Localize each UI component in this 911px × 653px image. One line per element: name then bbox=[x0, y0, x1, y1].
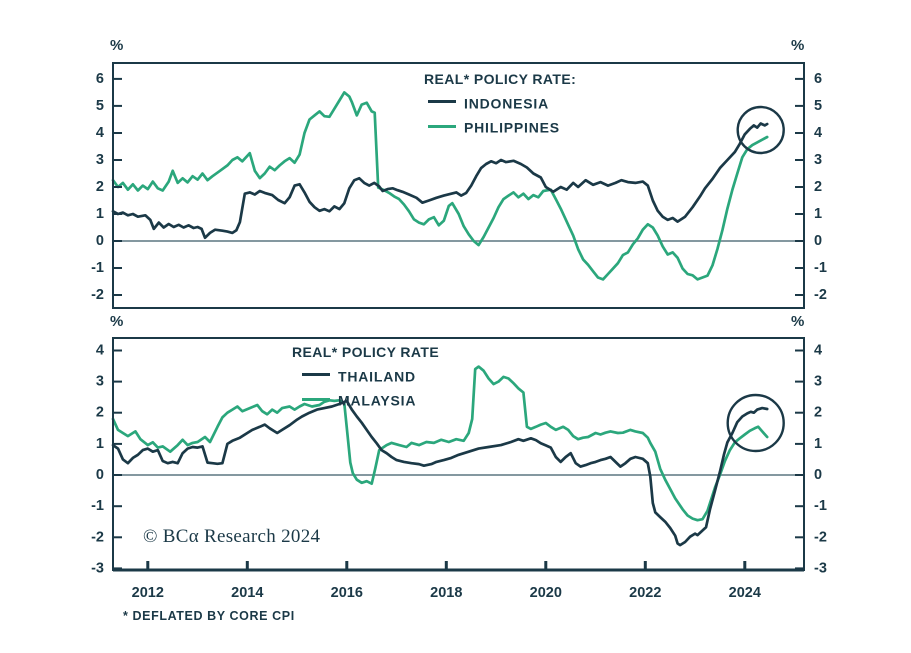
y-tick-label-right: 4 bbox=[814, 343, 822, 359]
x-tick-label: 2018 bbox=[430, 585, 462, 601]
y-tick-label-right: 6 bbox=[814, 71, 822, 87]
legend-top-panel: REAL* POLICY RATE: INDONESIA PHILIPPINES bbox=[424, 71, 576, 136]
legend-item-malaysia: MALAYSIA bbox=[302, 391, 439, 409]
y-tick-label-left: 3 bbox=[96, 152, 104, 168]
y-tick-label-left: 3 bbox=[96, 374, 104, 390]
y-tick-label-right: 1 bbox=[814, 206, 822, 222]
x-tick-label: 2020 bbox=[530, 585, 562, 601]
y-tick-label-left: 2 bbox=[96, 179, 104, 195]
series-line-indonesia bbox=[111, 122, 769, 240]
x-tick-label: 2012 bbox=[132, 585, 164, 601]
x-tick-label: 2022 bbox=[629, 585, 661, 601]
y-tick-label-left: -2 bbox=[91, 529, 104, 545]
y-tick-label-right: -3 bbox=[814, 560, 827, 576]
y-tick-label-left: -1 bbox=[91, 498, 104, 514]
y-tick-label-right: -1 bbox=[814, 260, 827, 276]
y-tick-label-right: 2 bbox=[814, 405, 822, 421]
x-tick-label: 2024 bbox=[729, 585, 761, 601]
y-tick-label-right: 2 bbox=[814, 179, 822, 195]
y-tick-label-right: 1 bbox=[814, 436, 822, 452]
y-tick-label-left: 1 bbox=[96, 206, 104, 222]
unit-label-top-right: % bbox=[791, 37, 805, 54]
thailand-line-swatch bbox=[302, 373, 330, 377]
y-tick-label-right: -1 bbox=[814, 498, 827, 514]
y-tick-label-right: 3 bbox=[814, 374, 822, 390]
y-tick-label-right: 0 bbox=[814, 467, 822, 483]
series-line-philippines bbox=[111, 91, 769, 281]
latest-value-annotation-circle bbox=[736, 105, 785, 155]
x-tick-label: 2014 bbox=[231, 585, 263, 601]
y-tick-label-left: 0 bbox=[96, 467, 104, 483]
y-tick-label-right: 4 bbox=[814, 125, 822, 141]
legend-label: THAILAND bbox=[338, 368, 416, 385]
y-tick-label-left: -3 bbox=[91, 560, 104, 576]
unit-label-top-left: % bbox=[110, 37, 124, 54]
indonesia-line-swatch bbox=[428, 100, 456, 104]
y-tick-label-left: 5 bbox=[96, 98, 104, 114]
y-tick-label-left: 4 bbox=[96, 125, 104, 141]
y-tick-label-left: 4 bbox=[96, 343, 104, 359]
malaysia-line-swatch bbox=[302, 397, 330, 401]
y-tick-label-right: 0 bbox=[814, 233, 822, 249]
panel-border bbox=[112, 62, 805, 309]
y-tick-label-left: -1 bbox=[91, 260, 104, 276]
y-tick-label-right: 5 bbox=[814, 98, 822, 114]
y-tick-label-left: 2 bbox=[96, 405, 104, 421]
y-tick-label-right: 3 bbox=[814, 152, 822, 168]
legend-title: REAL* POLICY RATE: bbox=[424, 71, 577, 87]
y-tick-label-left: 1 bbox=[96, 436, 104, 452]
y-tick-label-right: -2 bbox=[814, 529, 827, 545]
legend-item-indonesia: INDONESIA bbox=[428, 94, 576, 111]
footnote-text: * DEFLATED BY CORE CPI bbox=[123, 609, 295, 623]
legend-label: PHILIPPINES bbox=[464, 119, 560, 136]
legend-label: INDONESIA bbox=[464, 95, 549, 112]
legend-label: MALAYSIA bbox=[338, 392, 417, 409]
copyright-text: © BCα Research 2024 bbox=[143, 526, 321, 547]
unit-label-bottom-right: % bbox=[791, 313, 805, 330]
series-line-thailand bbox=[111, 399, 769, 547]
x-tick-label: 2016 bbox=[331, 585, 363, 601]
legend-title: REAL* POLICY RATE bbox=[292, 344, 440, 360]
y-tick-label-right: -2 bbox=[814, 287, 827, 303]
latest-value-annotation-circle bbox=[726, 393, 785, 453]
y-tick-label-left: 0 bbox=[96, 233, 104, 249]
philippines-line-swatch bbox=[428, 124, 456, 128]
legend-item-thailand: THAILAND bbox=[302, 367, 439, 384]
y-tick-label-left: -2 bbox=[91, 287, 104, 303]
series-line-malaysia bbox=[111, 365, 769, 522]
unit-label-bottom-left: % bbox=[110, 313, 124, 330]
y-tick-label-left: 6 bbox=[96, 71, 104, 87]
legend-bottom-panel: REAL* POLICY RATE THAILAND MALAYSIA bbox=[292, 344, 439, 409]
legend-item-philippines: PHILIPPINES bbox=[428, 118, 576, 136]
